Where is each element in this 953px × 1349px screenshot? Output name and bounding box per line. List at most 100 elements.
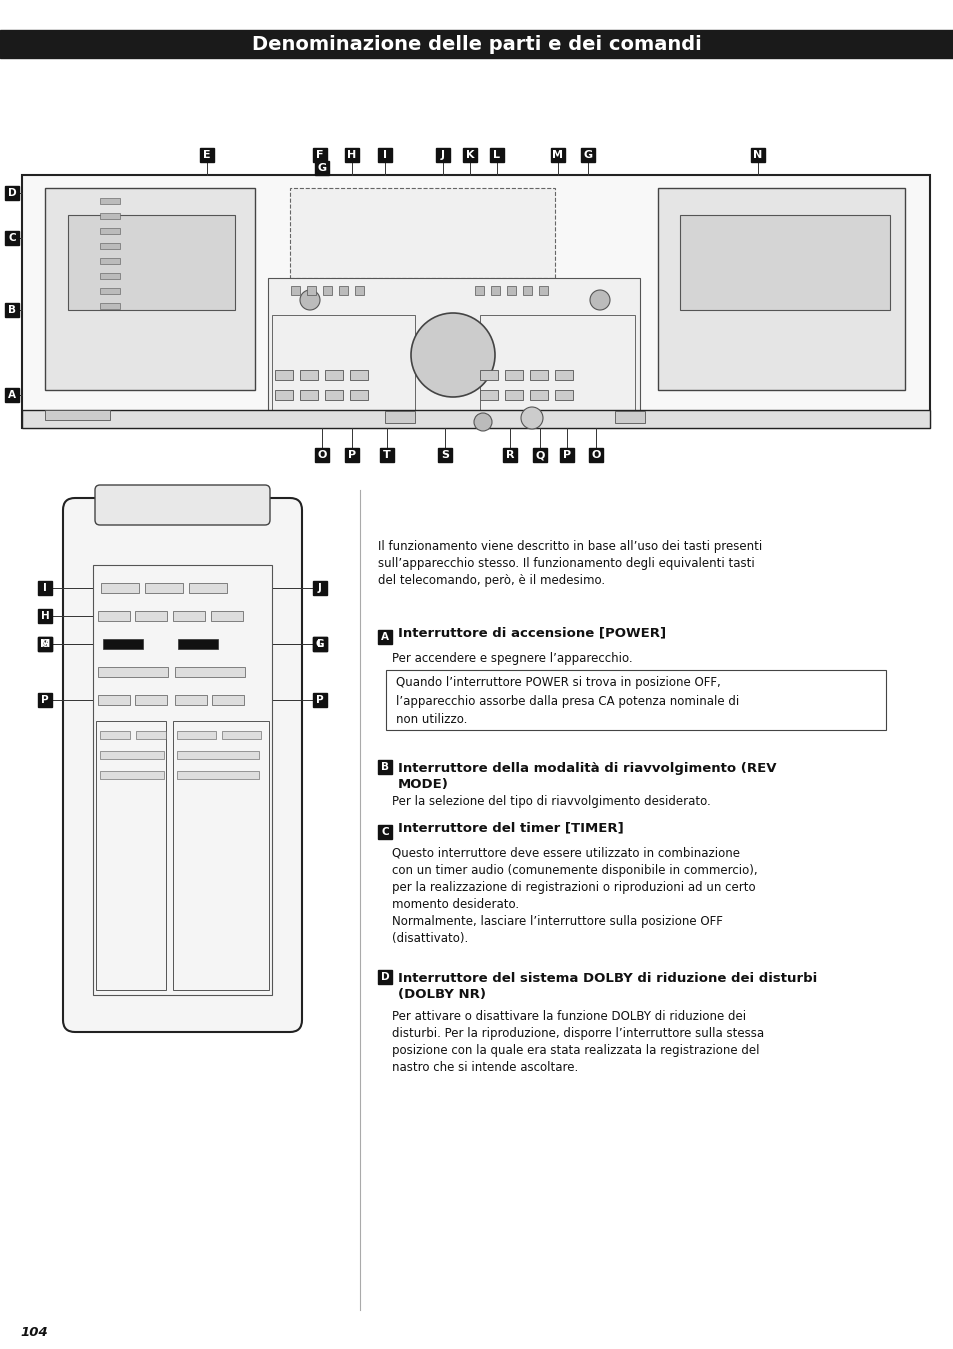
Bar <box>100 304 120 309</box>
Bar <box>750 148 764 162</box>
Bar <box>502 448 517 461</box>
Bar <box>145 583 183 594</box>
Text: A: A <box>380 631 389 642</box>
Bar <box>658 188 904 390</box>
Bar <box>174 666 245 677</box>
Bar <box>174 695 207 706</box>
Bar <box>490 148 503 162</box>
Text: A: A <box>8 390 16 401</box>
FancyBboxPatch shape <box>63 498 302 1032</box>
Bar <box>101 583 139 594</box>
Bar <box>291 286 299 295</box>
Text: Interruttore della modalità di riavvolgimento (REV
MODE): Interruttore della modalità di riavvolgi… <box>397 762 776 791</box>
Bar <box>313 637 327 652</box>
Text: E: E <box>203 150 211 161</box>
Text: D: D <box>380 973 389 982</box>
Bar <box>386 670 885 730</box>
Bar <box>325 390 343 401</box>
Bar <box>506 286 516 295</box>
Bar <box>274 370 293 380</box>
Text: F: F <box>315 150 323 161</box>
Text: G: G <box>317 163 326 173</box>
Bar <box>522 286 532 295</box>
Text: L: L <box>316 639 323 649</box>
Circle shape <box>299 290 319 310</box>
Bar <box>345 148 358 162</box>
Bar <box>350 370 368 380</box>
FancyBboxPatch shape <box>95 486 270 525</box>
Bar <box>313 693 327 707</box>
Bar <box>272 316 415 411</box>
Bar <box>436 148 450 162</box>
Bar <box>22 175 929 428</box>
Text: K: K <box>465 150 474 161</box>
Text: Il funzionamento viene descritto in base all’uso dei tasti presenti
sull’apparec: Il funzionamento viene descritto in base… <box>377 540 761 587</box>
Bar <box>38 581 52 595</box>
Bar <box>580 148 595 162</box>
Text: I: I <box>43 583 47 594</box>
Text: N: N <box>753 150 761 161</box>
Bar <box>100 243 120 250</box>
Bar <box>5 231 19 246</box>
Bar <box>538 286 547 295</box>
Text: Quando l’interruttore POWER si trova in posizione OFF,
l’apparecchio assorbe dal: Quando l’interruttore POWER si trova in … <box>395 676 739 726</box>
Text: C: C <box>9 233 16 243</box>
Bar <box>268 278 639 415</box>
Bar <box>313 148 327 162</box>
Bar <box>45 410 110 420</box>
Text: P: P <box>348 451 355 460</box>
Bar <box>0 30 953 58</box>
Bar <box>479 316 635 411</box>
Bar <box>38 637 52 652</box>
Bar <box>551 148 564 162</box>
Bar <box>555 390 573 401</box>
Bar <box>100 287 120 294</box>
Bar <box>100 213 120 219</box>
Bar <box>338 286 348 295</box>
Circle shape <box>589 290 609 310</box>
Text: Interruttore di accensione [POWER]: Interruttore di accensione [POWER] <box>397 626 665 639</box>
Bar <box>22 410 929 428</box>
Bar <box>530 390 547 401</box>
Bar <box>136 731 166 739</box>
Text: H: H <box>347 150 356 161</box>
Bar <box>559 448 574 461</box>
Bar <box>377 826 392 839</box>
Bar <box>377 970 392 983</box>
Circle shape <box>474 413 492 430</box>
Text: J: J <box>440 150 444 161</box>
Bar <box>325 370 343 380</box>
Text: I: I <box>382 150 387 161</box>
Text: B: B <box>8 305 16 316</box>
Bar <box>100 731 130 739</box>
Text: J: J <box>317 583 321 594</box>
Bar <box>313 581 327 595</box>
Bar <box>38 608 52 623</box>
Text: P: P <box>315 695 323 706</box>
Text: D: D <box>8 188 16 198</box>
Bar <box>355 286 364 295</box>
Bar <box>100 198 120 204</box>
Bar <box>530 370 547 380</box>
Bar <box>385 411 415 424</box>
Bar <box>211 611 243 621</box>
Bar <box>377 148 392 162</box>
Bar <box>135 611 167 621</box>
Circle shape <box>411 313 495 397</box>
Bar <box>588 448 602 461</box>
Bar <box>177 751 258 759</box>
Bar <box>68 214 234 310</box>
Text: S: S <box>440 451 449 460</box>
Text: Denominazione delle parti e dei comandi: Denominazione delle parti e dei comandi <box>252 35 701 54</box>
Bar <box>504 390 522 401</box>
Text: G: G <box>41 639 50 649</box>
Text: B: B <box>380 762 389 772</box>
Bar <box>100 751 164 759</box>
Bar <box>38 637 52 652</box>
Circle shape <box>520 407 542 429</box>
Bar <box>491 286 499 295</box>
Bar <box>437 448 452 461</box>
Bar <box>222 731 261 739</box>
Bar <box>313 637 327 652</box>
Bar <box>135 695 167 706</box>
